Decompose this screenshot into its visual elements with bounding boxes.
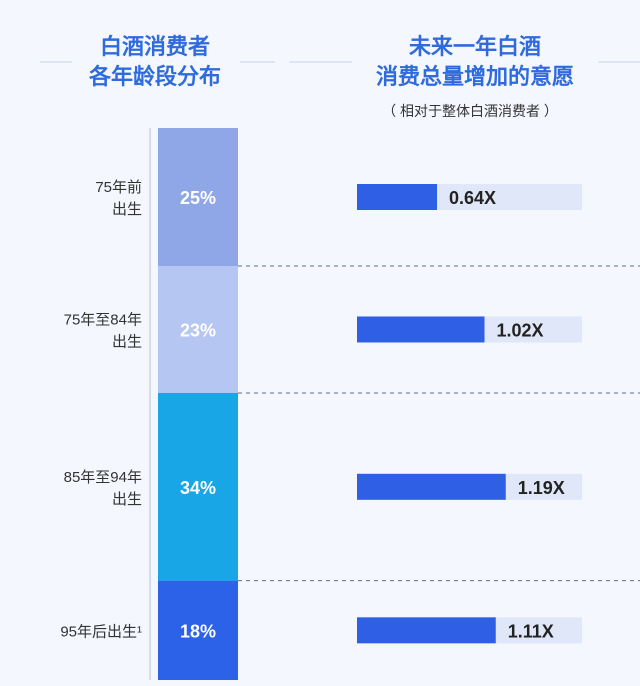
intent-bar [357,473,506,500]
right-header-line1: 未来一年白酒 [409,34,541,59]
age-segment [158,580,238,680]
right-header-line2: 消费总量增加的意愿 [376,64,574,89]
left-header-line2: 各年龄段分布 [88,64,221,89]
intent-bar-label: 1.02X [497,320,544,340]
age-segment [158,266,238,393]
age-segment [158,128,238,266]
age-segment-label: 34% [180,478,216,498]
right-header-subtitle: （ 相对于整体白酒消费者 ） [382,103,558,119]
age-category-label: 出生 [112,491,142,508]
left-header-line1: 白酒消费者 [100,34,210,59]
intent-bar [357,184,437,210]
age-category-label: 75年前 [95,179,142,196]
age-category-label: 出生 [112,201,142,218]
intent-bar-label: 1.19X [518,478,565,498]
age-category-label: 95年后出生¹ [60,623,142,640]
age-category-label: 85年至94年 [64,469,142,486]
chart-marks: 25%75年前出生0.64X23%75年至84年出生1.02X34%85年至94… [60,128,640,680]
intent-bar-label: 0.64X [449,188,496,208]
intent-bar-label: 1.11X [508,621,554,641]
age-category-label: 出生 [112,333,142,350]
age-segment [158,392,238,581]
age-segment-label: 18% [180,621,216,641]
intent-bar [357,316,485,343]
age-segment-label: 25% [180,188,216,208]
age-category-label: 75年至84年 [64,311,142,328]
age-segment-label: 23% [180,320,216,340]
intent-bar [357,617,496,644]
